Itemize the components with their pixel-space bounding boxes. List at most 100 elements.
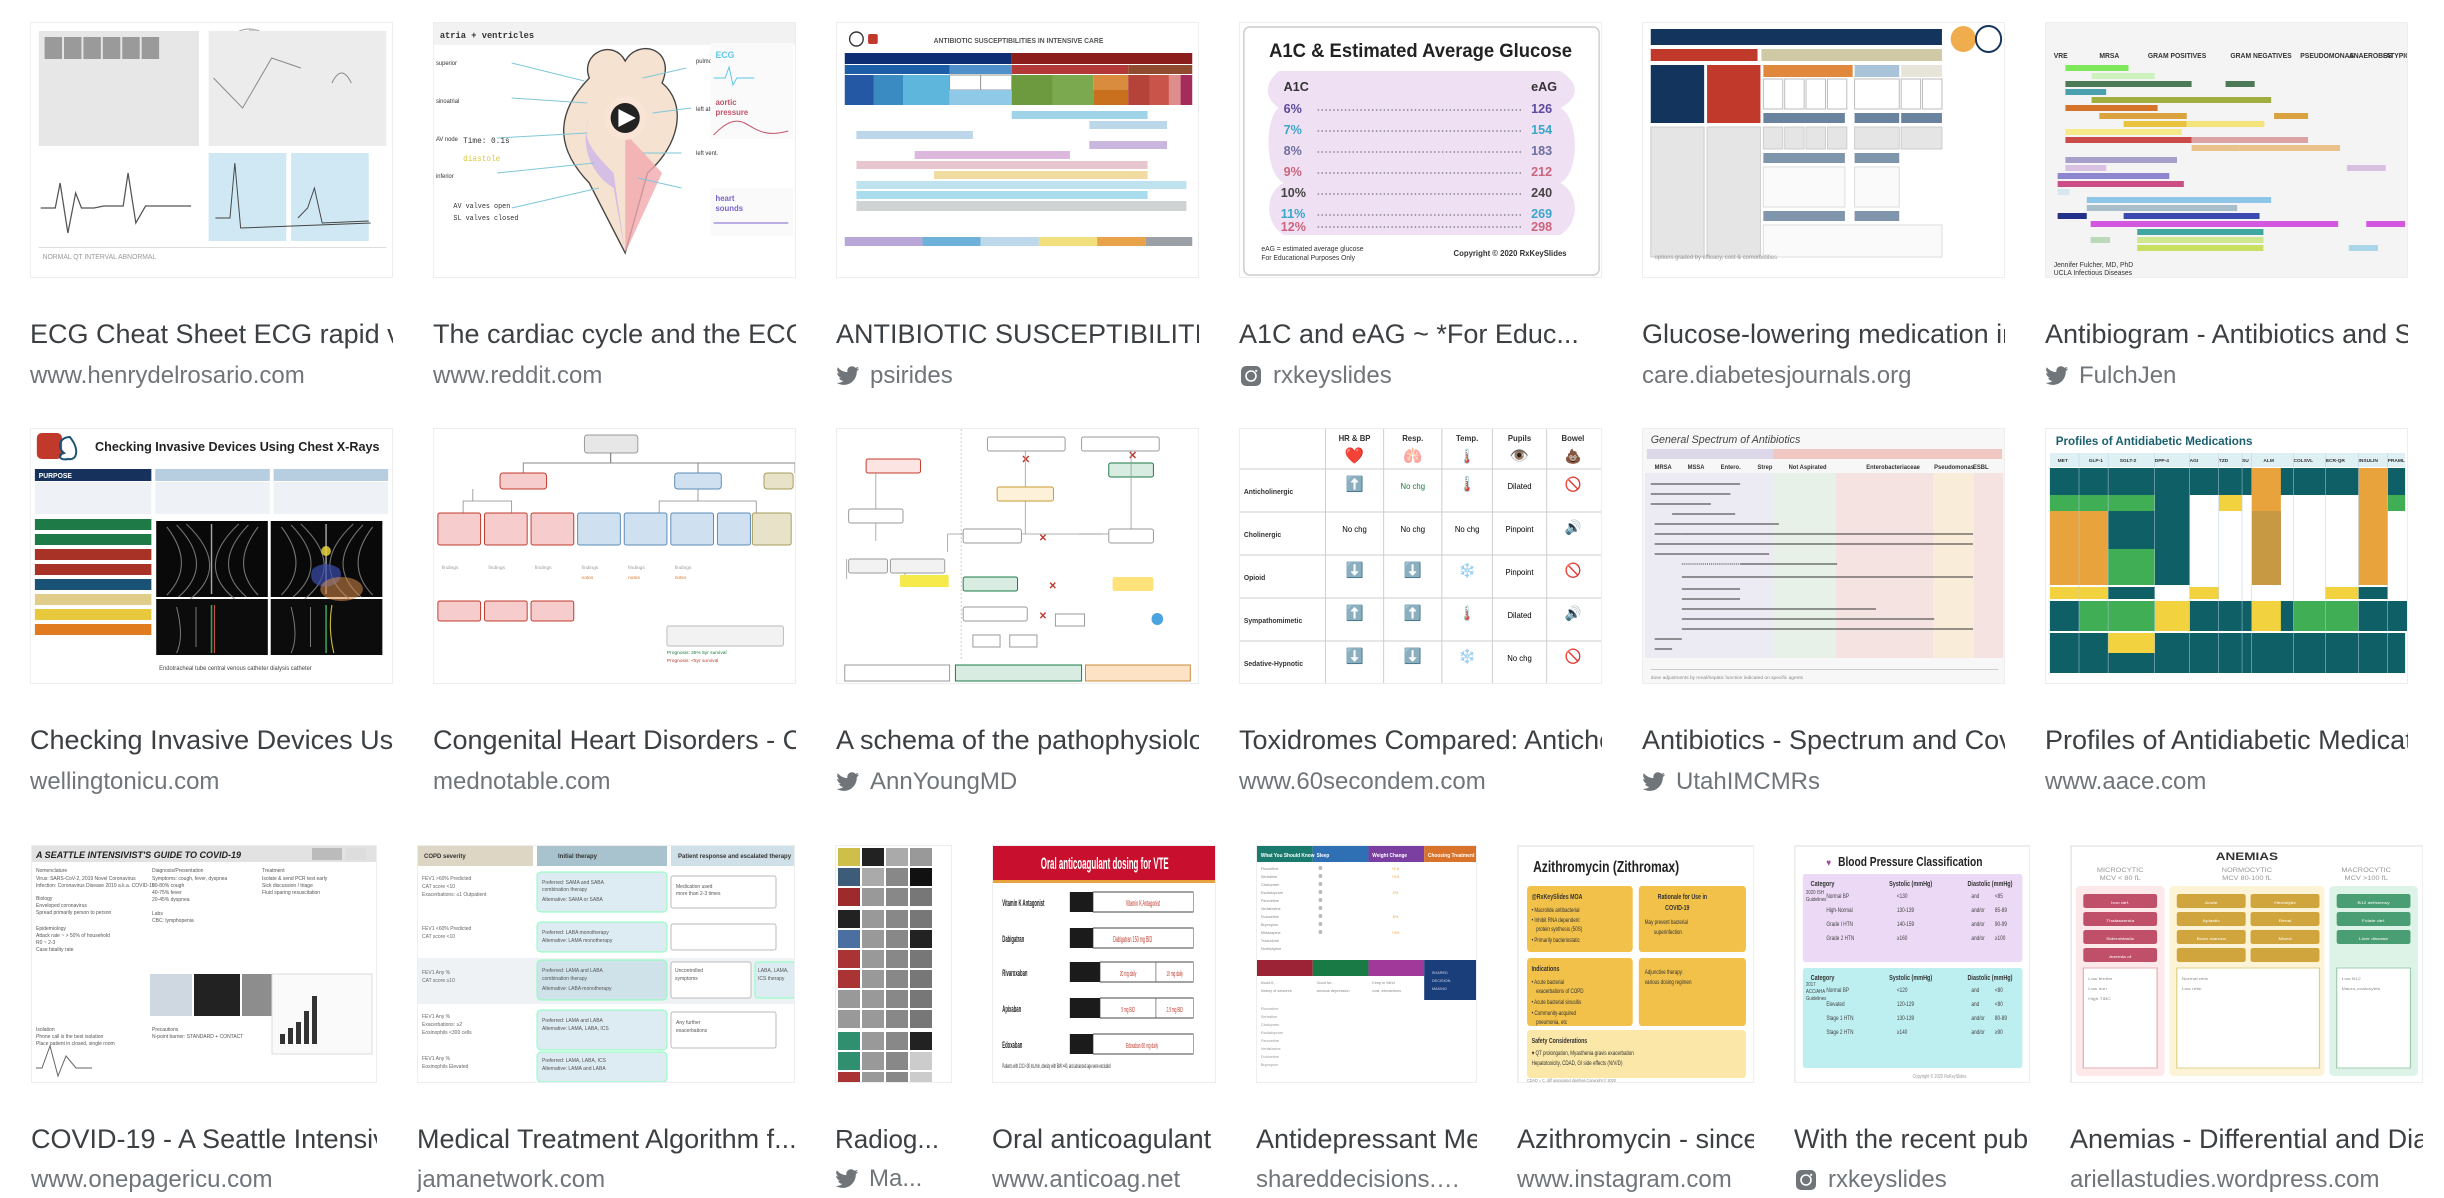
svg-text:ICS therapy: ICS therapy [758, 976, 785, 982]
svg-text:more than 2-3 times: more than 2-3 times [676, 891, 721, 897]
svg-text:Grade I HTN: Grade I HTN [1826, 921, 1853, 928]
svg-text:❤️: ❤️ [1345, 447, 1365, 465]
svg-text:MCV >100 fL: MCV >100 fL [2345, 875, 2389, 881]
svg-text:exacerbations: exacerbations [676, 1028, 708, 1034]
svg-text:COPD severity: COPD severity [424, 854, 466, 860]
svg-text:Oral anticoagulant dosing for: Oral anticoagulant dosing for VTE [1041, 853, 1169, 872]
svg-text:Strep: Strep [1758, 465, 1773, 471]
svg-text:Guidelines: Guidelines [1806, 995, 1827, 1002]
svg-text:anxious depression: anxious depression [1317, 987, 1350, 992]
svg-text:Mirtazapine: Mirtazapine [1261, 929, 1281, 934]
svg-text:🔊: 🔊 [1564, 605, 1581, 622]
svg-text:notes: notes [582, 575, 594, 581]
svg-text:2020 ISH: 2020 ISH [1806, 889, 1824, 896]
svg-text:<80: <80 [1995, 987, 2003, 994]
svg-text:sounds: sounds [715, 204, 743, 213]
svg-text:Vitamin K Antagonist: Vitamin K Antagonist [1002, 899, 1045, 908]
svg-text:Low retic: Low retic [2182, 986, 2203, 990]
svg-text:Eosinophils <300 cells: Eosinophils <300 cells [422, 1030, 472, 1036]
svg-text:Sertraline: Sertraline [1261, 873, 1277, 878]
svg-text:✕: ✕ [1039, 611, 1047, 622]
svg-text:Treatment: Treatment [262, 868, 285, 874]
svg-text:Blood Pressure Classification: Blood Pressure Classification [1838, 854, 1982, 868]
svg-text:Fluoxetine: Fluoxetine [1261, 1005, 1279, 1010]
svg-text:No chg: No chg [1400, 525, 1425, 534]
svg-text:Normal BP: Normal BP [1826, 987, 1849, 994]
svg-text:Checking Invasive Devices Usin: Checking Invasive Devices Using Chest X-… [95, 439, 379, 454]
svg-text:154: 154 [1531, 122, 1553, 137]
svg-text:✕: ✕ [1039, 533, 1047, 544]
svg-text:Alternative: LAMA, LABA, ICS: Alternative: LAMA, LABA, ICS [542, 1026, 609, 1032]
svg-text:CBC: lymphopenia: CBC: lymphopenia [152, 918, 194, 924]
svg-text:General Spectrum of Antibiotic: General Spectrum of Antibiotics [1651, 434, 1801, 446]
svg-text:Entero.: Entero. [1721, 465, 1741, 471]
svg-text:FEV1 Any %: FEV1 Any % [422, 1014, 451, 1020]
svg-text:Azithromycin (Zithromax): Azithromycin (Zithromax) [1533, 858, 1679, 876]
svg-text:Pinpoint: Pinpoint [1506, 525, 1535, 534]
svg-text:Dilated: Dilated [1507, 482, 1531, 491]
svg-text:🔊: 🔊 [1564, 519, 1581, 536]
svg-text:10%: 10% [1281, 185, 1307, 200]
svg-text:Exacerbations: ≥2: Exacerbations: ≥2 [422, 1022, 462, 1028]
svg-text:No chg: No chg [1342, 525, 1367, 534]
svg-text:Epidemiology: Epidemiology [36, 926, 67, 932]
svg-text:5 mg BID: 5 mg BID [1121, 1006, 1135, 1014]
svg-text:🚫: 🚫 [1564, 562, 1581, 579]
svg-text:Low ferritin: Low ferritin [2088, 976, 2113, 980]
svg-text:CAT score <10: CAT score <10 [422, 884, 455, 890]
svg-text:Liver disease: Liver disease [2359, 936, 2389, 940]
svg-text:⬇️: ⬇️ [1404, 561, 1422, 579]
svg-text:MET: MET [2058, 458, 2068, 464]
svg-text:9%: 9% [1284, 164, 1303, 179]
svg-text:-5%: -5% [1392, 913, 1399, 918]
svg-text:≥90: ≥90 [1995, 1029, 2003, 1036]
svg-text:• Primarily bacteriostatic: • Primarily bacteriostatic [1532, 937, 1581, 944]
svg-text:combination therapy: combination therapy [542, 976, 588, 982]
svg-text:Sideroblastic: Sideroblastic [2106, 936, 2135, 940]
svg-text:Infection: Coronavirus Disease: Infection: Coronavirus Disease 2019 a.k.… [36, 883, 155, 889]
svg-text:AV valves open: AV valves open [453, 203, 510, 211]
svg-text:90-99: 90-99 [1995, 921, 2007, 928]
svg-text:combination therapy: combination therapy [542, 887, 588, 893]
svg-text:Adjunctive therapy:: Adjunctive therapy: [1645, 969, 1683, 976]
svg-text:≥160: ≥160 [1897, 935, 1907, 942]
svg-text:PSEUDOMONAS: PSEUDOMONAS [2300, 53, 2354, 60]
svg-text:GRAM POSITIVES: GRAM POSITIVES [2148, 53, 2207, 60]
svg-text:NORMAL QT INTERVAL ABNORMAL: NORMAL QT INTERVAL ABNORMAL [43, 254, 157, 261]
svg-text:findings: findings [535, 565, 552, 571]
svg-text:Citalopram: Citalopram [1261, 881, 1280, 886]
svg-text:Citalopram: Citalopram [1261, 1021, 1280, 1026]
svg-text:Systolic (mmHg): Systolic (mmHg) [1889, 880, 1932, 888]
svg-text:DPP-4: DPP-4 [2155, 458, 2170, 464]
svg-text:and/or: and/or [1971, 935, 1984, 942]
svg-text:Dabigatran 150 mg BID: Dabigatran 150 mg BID [1113, 935, 1152, 944]
svg-text:dose adjustments by renal/hepa: dose adjustments by renal/hepatic functi… [1651, 675, 1804, 681]
svg-text:AGI: AGI [2190, 458, 2199, 464]
svg-text:Alternative: LABA monotherapy: Alternative: LABA monotherapy [542, 986, 612, 992]
svg-text:Sleep: Sleep [1317, 852, 1330, 858]
svg-text:Spread primarily person to per: Spread primarily person to person [36, 910, 112, 916]
svg-text:R0 ~ 2-3: R0 ~ 2-3 [36, 940, 56, 946]
svg-text:Hemolytic: Hemolytic [2274, 900, 2296, 904]
svg-text:cost, interactions: cost, interactions [1372, 987, 1401, 992]
svg-text:⬇️: ⬇️ [1404, 647, 1422, 665]
svg-text:♥: ♥ [1826, 857, 1831, 868]
svg-text:NORMOCYTIC: NORMOCYTIC [2222, 867, 2273, 873]
svg-text:85-89: 85-89 [1995, 907, 2007, 914]
svg-text:VRE: VRE [2054, 53, 2068, 60]
svg-text:MSSA: MSSA [1688, 465, 1706, 471]
svg-text:126: 126 [1531, 101, 1552, 116]
svg-text:Category: Category [1811, 880, 1835, 888]
svg-text:GLP-1: GLP-1 [2089, 458, 2103, 464]
svg-text:notes: notes [675, 575, 687, 581]
svg-text:8%: 8% [1284, 143, 1303, 158]
svg-text:Acute: Acute [2205, 900, 2218, 904]
svg-text:Pupils: Pupils [1508, 434, 1532, 443]
svg-text:80-89: 80-89 [1995, 1015, 2007, 1022]
svg-text:<130: <130 [1897, 893, 1908, 900]
svg-text:❄️: ❄️ [1459, 562, 1476, 579]
svg-text:Good for...: Good for... [1317, 979, 1335, 984]
svg-text:Edoxaban 60 mg daily: Edoxaban 60 mg daily [1126, 1042, 1158, 1050]
svg-text:Prognosis: <5yr survival: Prognosis: <5yr survival [667, 658, 718, 664]
svg-text:60-80% cough: 60-80% cough [152, 883, 184, 889]
